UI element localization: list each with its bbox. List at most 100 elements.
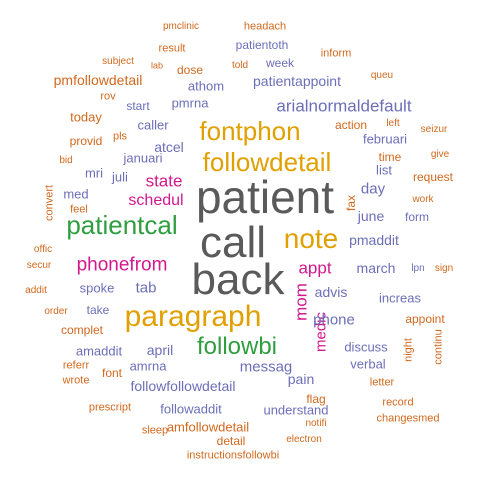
cloud-word: discuss	[344, 339, 388, 355]
cloud-word: seizur	[420, 124, 448, 135]
cloud-word: march	[356, 260, 396, 276]
cloud-word: fontphon	[199, 116, 301, 146]
cloud-word: state	[145, 171, 183, 191]
cloud-word: caller	[137, 117, 169, 133]
cloud-word: flag	[306, 392, 326, 406]
cloud-word: offic	[33, 244, 53, 255]
cloud-word: advis	[314, 284, 348, 300]
cloud-word: detail	[216, 434, 246, 448]
cloud-word: understand	[263, 402, 329, 418]
cloud-word: appoint	[405, 312, 445, 326]
cloud-word: schedul	[128, 192, 184, 209]
cloud-word: athom	[187, 78, 225, 94]
cloud-word: patient	[195, 171, 335, 223]
cloud-word: record	[382, 396, 414, 409]
cloud-word: inform	[320, 47, 352, 60]
cloud-word: april	[146, 342, 174, 358]
cloud-word: appt	[298, 258, 332, 278]
cloud-word: followfollowdetail	[130, 378, 236, 394]
cloud-word: patientoth	[235, 38, 289, 52]
cloud-word: lpn	[411, 263, 425, 274]
cloud-word: amaddit	[75, 343, 123, 359]
cloud-word: pmrna	[171, 95, 209, 111]
cloud-word: today	[70, 109, 102, 125]
cloud-word: addit	[25, 285, 47, 296]
cloud-word: increas	[379, 290, 421, 306]
cloud-word: med	[63, 186, 89, 202]
cloud-word: back	[191, 255, 285, 304]
cloud-word: amfollowdetail	[166, 419, 250, 435]
cloud-word: prescript	[88, 401, 132, 414]
cloud-word: font	[101, 366, 123, 380]
cloud-word: feel	[70, 203, 88, 216]
cloud-word: electron	[286, 434, 322, 445]
cloud-word: bid	[59, 155, 73, 166]
cloud-word: rov	[100, 90, 116, 103]
cloud-word: changesmed	[376, 412, 440, 425]
cloud-word: juli	[112, 169, 128, 185]
cloud-word: pmaddit	[349, 232, 399, 248]
cloud-word: dose	[176, 63, 204, 77]
cloud-word: note	[283, 223, 339, 254]
cloud-word: patientcal	[66, 210, 178, 240]
cloud-word: pain	[287, 371, 315, 387]
cloud-word: sleep	[141, 424, 169, 437]
cloud-word: atcel	[154, 139, 184, 155]
cloud-word: mom	[291, 283, 311, 321]
cloud-word: list	[376, 162, 392, 178]
cloud-word: night	[402, 338, 415, 362]
cloud-word: result	[158, 42, 186, 55]
cloud-word: fax	[344, 194, 358, 212]
cloud-word: paragraph	[124, 300, 262, 333]
cloud-word: order	[44, 306, 68, 317]
cloud-word: amrna	[129, 358, 167, 374]
cloud-word: followaddit	[160, 401, 222, 417]
cloud-word: patientappoint	[253, 73, 341, 89]
cloud-word: work	[412, 194, 434, 205]
cloud-word: mri	[84, 165, 104, 181]
cloud-word: wrote	[62, 374, 90, 387]
cloud-word: instructionsfollowbi	[186, 449, 280, 462]
cloud-word: time	[378, 150, 402, 164]
cloud-word: referr	[62, 359, 90, 372]
cloud-word: sign	[434, 263, 454, 274]
cloud-word: lab	[150, 60, 164, 71]
cloud-word: arialnormaldefault	[276, 96, 412, 116]
cloud-word: queu	[370, 70, 394, 81]
cloud-word: spoke	[79, 280, 115, 296]
cloud-word: tab	[135, 279, 157, 297]
cloud-word: form	[405, 210, 429, 224]
cloud-word: subject	[102, 56, 134, 67]
cloud-word: pls	[112, 130, 128, 143]
cloud-word: complet	[60, 323, 104, 337]
cloud-word: verbal	[350, 356, 386, 372]
cloud-word: provid	[69, 134, 103, 148]
cloud-word: start	[126, 99, 150, 113]
cloud-word: give	[430, 149, 450, 160]
cloud-word: followbi	[196, 333, 278, 360]
cloud-word: request	[412, 170, 454, 184]
cloud-word: day	[360, 180, 386, 198]
cloud-word: action	[334, 118, 368, 132]
cloud-word: messag	[239, 358, 293, 376]
cloud-word: continu	[432, 329, 445, 365]
cloud-word: pmclinic	[162, 21, 200, 32]
cloud-word: week	[265, 56, 295, 70]
cloud-word: phone	[313, 311, 355, 329]
cloud-word: followdetail	[202, 147, 332, 177]
cloud-word: headach	[243, 20, 287, 33]
cloud-word: convert	[43, 184, 56, 222]
cloud-word: letter	[369, 376, 395, 389]
cloud-word: call	[199, 218, 267, 267]
cloud-word: told	[231, 60, 249, 71]
cloud-word: pmfollowdetail	[53, 72, 143, 88]
cloud-word: januari	[123, 150, 163, 166]
cloud-word: secur	[26, 260, 52, 271]
cloud-word: june	[357, 208, 385, 224]
cloud-word: left	[386, 118, 400, 129]
cloud-word: phonefrom	[76, 254, 168, 276]
cloud-word: notifi	[305, 418, 327, 429]
cloud-word: take	[86, 303, 110, 317]
cloud-word: februari	[362, 131, 408, 147]
